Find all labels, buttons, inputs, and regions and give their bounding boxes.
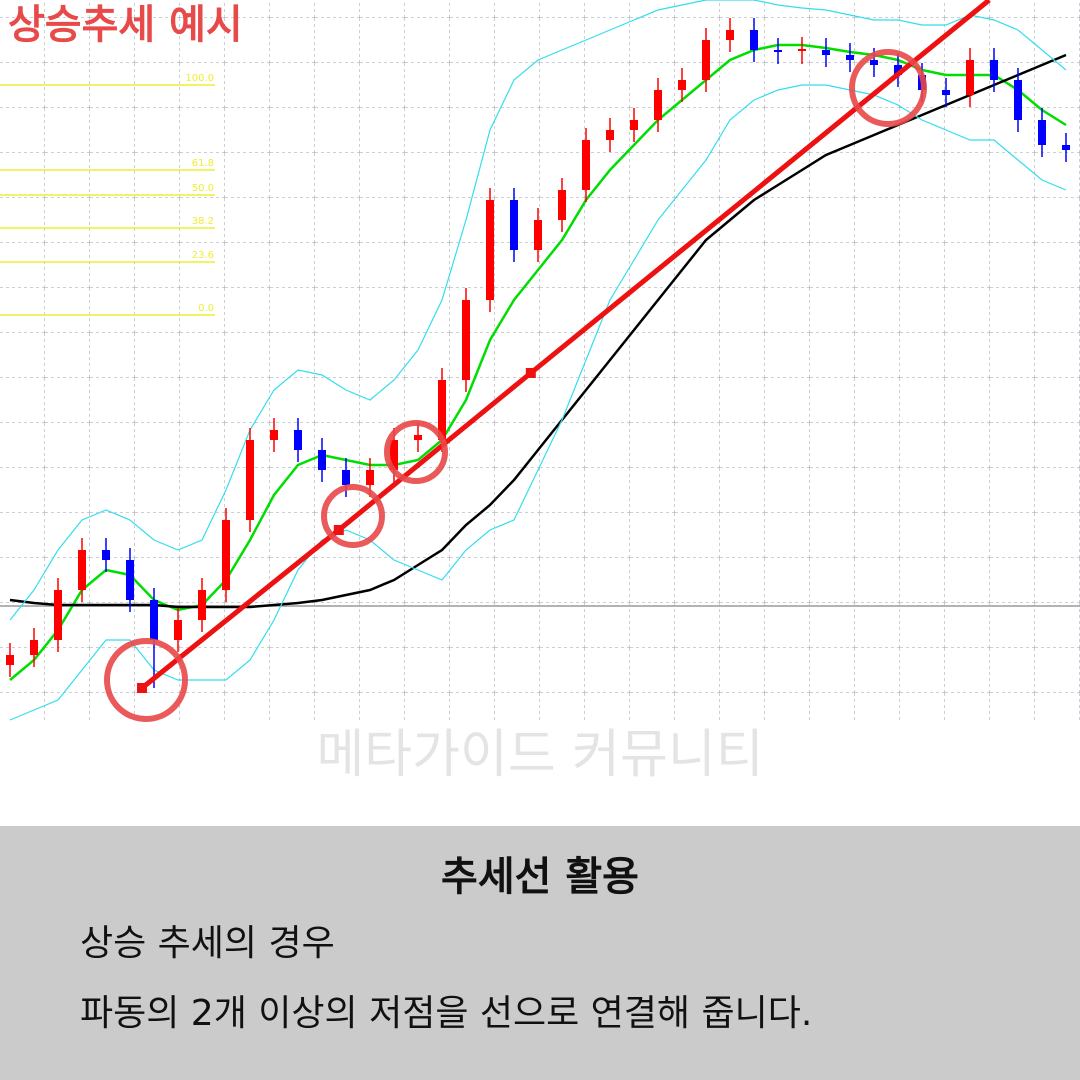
trendline-point [333,525,344,535]
candle-body [438,380,446,440]
indicator-line [9,0,1067,621]
candle-body [726,30,734,40]
candle-body [126,560,134,600]
candle-body [150,600,158,640]
candle-body [270,430,278,440]
candle-body [870,60,878,65]
candle-body [390,440,398,470]
footer-line: 상승 추세의 경우 [80,923,335,964]
trendline-point [525,368,536,378]
candle-body [246,440,254,520]
candle-body [534,220,542,250]
candle-body [510,200,518,250]
fib-label: 50.0 [192,183,214,194]
candle-body [222,520,230,590]
indicator-line [9,53,1067,609]
candle-body [30,640,38,655]
candle-body [78,550,86,590]
plot: 100.0 61.8 50.0 38.2 23.6 0.0 [0,0,1070,721]
candle-body [750,30,758,50]
candle-body [846,55,854,60]
watermark: 메타가이드 커뮤니티 [316,725,763,785]
candle-body [318,450,326,470]
candle-body [942,90,950,95]
candle-body [966,60,974,95]
footer-line: 파동의 2개 이상의 저점을 선으로 연결해 줍니다. [80,993,813,1034]
candle-body [798,49,806,51]
circle [321,484,385,548]
candle-body [990,60,998,80]
fib-label: 38.2 [192,216,214,227]
candle-body [198,590,206,620]
candle-body [462,300,470,380]
candle-body [294,430,302,450]
candle-body [630,120,638,130]
fib-label: 0.0 [198,303,214,314]
candle-body [414,435,422,440]
candle-body [702,40,710,80]
candle-body [894,65,902,75]
candle-body [102,550,110,560]
candle-body [774,50,782,52]
candle-body [1014,80,1022,120]
fib-label: 100.0 [185,73,214,84]
candle-body [822,50,830,55]
footer-heading: 추세선 활용 [441,854,639,900]
candle-body [654,90,662,120]
candle-body [1062,145,1070,150]
candle-body [558,190,566,220]
circle [104,638,188,722]
annotations [104,49,927,722]
candle-body [54,590,62,640]
fib-label: 23.6 [192,250,214,261]
candle-body [342,470,350,485]
indicator-line [9,43,1067,681]
candle-body [582,140,590,190]
circle [849,49,927,127]
candle-body [174,620,182,640]
footer: 추세선 활용 상승 추세의 경우 파동의 2개 이상의 저점을 선으로 연결해 … [0,826,1080,1080]
candle-body [366,470,374,485]
candle-body [1038,120,1046,145]
candle-body [606,130,614,140]
candle-body [6,655,14,665]
title: 상승추세 예시 [8,2,243,48]
chart: 100.0 61.8 50.0 38.2 23.6 0.0 상승추세 예시 메타가이드 커… [0,0,1080,785]
candle-body [486,200,494,300]
candle-body [678,80,686,90]
trendline-point [137,683,147,693]
trendline [140,0,991,690]
circle [384,420,448,484]
fib-label: 61.8 [192,158,214,169]
